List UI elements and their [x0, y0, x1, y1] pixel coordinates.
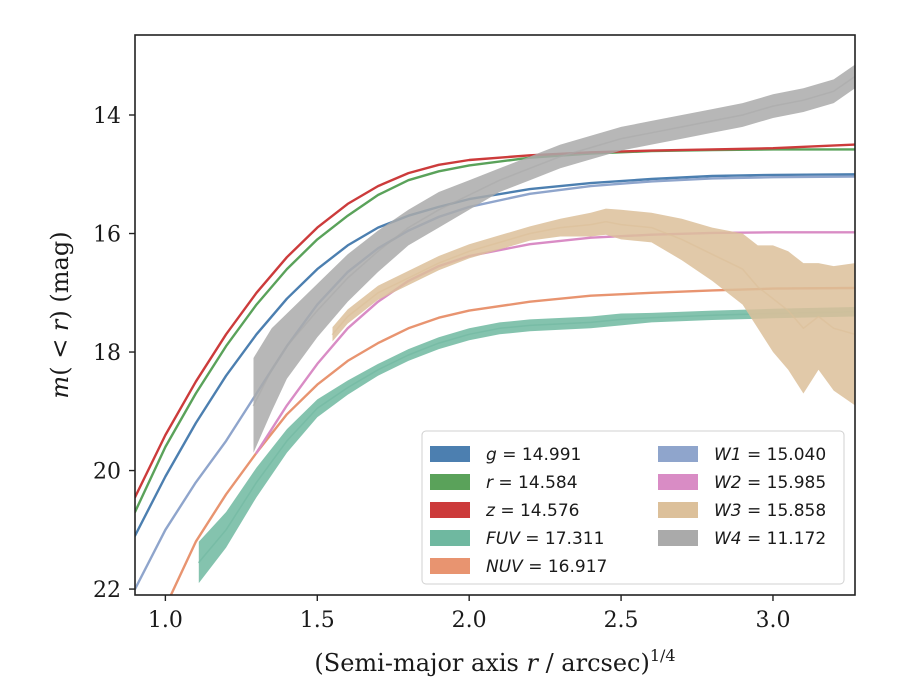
y-axis-ticks: 14 16 18 20 22 — [93, 104, 135, 603]
legend-swatch — [658, 502, 698, 518]
legend-label: FUV = 17.311 — [486, 529, 604, 549]
legend-box — [421, 430, 845, 585]
legend-label: W3 = 15.858 — [714, 501, 826, 521]
legend-swatch — [430, 502, 470, 518]
series-band-fuv — [198, 307, 855, 584]
series-line-z — [135, 143, 855, 499]
series-band-w4 — [253, 64, 855, 453]
y-tick-label: 16 — [93, 223, 121, 248]
legend-label: g = 14.991 — [486, 445, 581, 465]
legend-swatch — [430, 446, 470, 462]
y-tick-label: 14 — [93, 104, 121, 129]
x-tick-label: 1.0 — [148, 608, 183, 633]
legend-label: W1 = 15.040 — [714, 445, 826, 465]
y-tick-label: 22 — [93, 578, 121, 603]
x-tick-label: 1.5 — [300, 608, 335, 633]
series-line-w4 — [252, 75, 855, 407]
legend-swatch — [430, 558, 470, 574]
legend-swatch — [430, 474, 470, 490]
legend-swatch — [658, 530, 698, 546]
legend-label: W2 = 15.985 — [714, 473, 826, 493]
y-tick-label: 20 — [93, 460, 121, 485]
legend-label: r = 14.584 — [486, 473, 578, 493]
series-band-w3 — [332, 208, 855, 406]
plot-frame — [134, 34, 856, 596]
legend-label: W4 = 11.172 — [714, 529, 826, 549]
series-layer — [135, 64, 855, 595]
series-line-nuv — [169, 286, 855, 595]
legend-swatch — [658, 446, 698, 462]
legend-swatch — [430, 530, 470, 546]
x-axis-ticks: 1.0 1.5 2.0 2.5 3.0 — [148, 595, 790, 633]
y-axis-label: m( < r) (mag) — [46, 231, 74, 398]
legend-label: NUV = 16.917 — [486, 557, 607, 577]
legend-label: z = 14.576 — [485, 501, 579, 521]
legend: g = 14.991 r = 14.584 z = 14.576 FUV = 17.3… — [421, 430, 845, 585]
x-tick-label: 2.5 — [604, 608, 639, 633]
legend-swatch — [658, 474, 698, 490]
x-tick-label: 3.0 — [755, 608, 790, 633]
x-axis-label: (Semi-major axis r / arcsec)1/4 — [314, 646, 675, 677]
series-line-fuv — [198, 310, 855, 564]
series-line-w3 — [331, 220, 855, 336]
y-tick-label: 18 — [93, 341, 121, 366]
x-tick-label: 2.0 — [452, 608, 487, 633]
